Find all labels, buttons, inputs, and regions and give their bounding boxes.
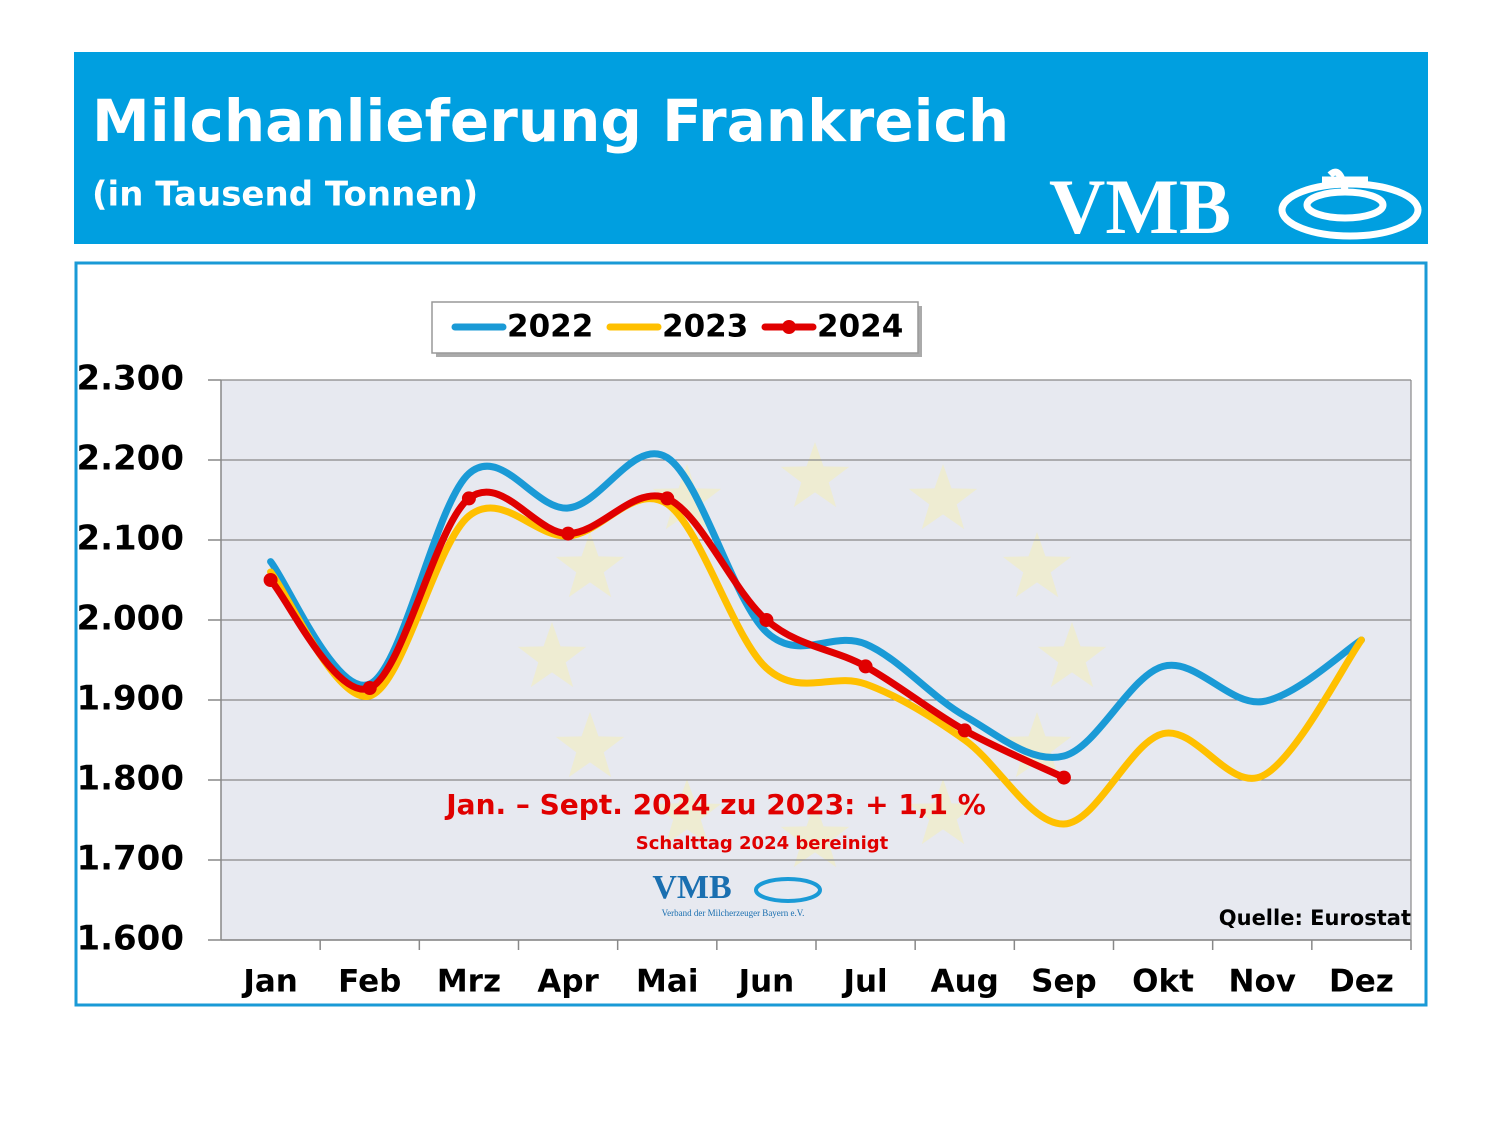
small-logo-subtext: Verband der Milcherzeuger Bayern e.V. bbox=[662, 908, 805, 918]
stars bbox=[517, 442, 1107, 868]
x-tick-label: Mrz bbox=[437, 964, 501, 1000]
marker bbox=[858, 659, 873, 674]
legend-label: 2024 bbox=[817, 309, 903, 345]
y-tick-label: 2.000 bbox=[76, 599, 184, 639]
legend-label: 2023 bbox=[662, 309, 748, 345]
legend-marker bbox=[782, 320, 796, 334]
marker bbox=[263, 573, 278, 587]
y-tick-label: 2.100 bbox=[76, 519, 184, 559]
y-tick-label: 1.900 bbox=[76, 679, 184, 719]
series-line bbox=[267, 488, 1068, 782]
star bbox=[908, 464, 978, 530]
y-tick-label: 1.800 bbox=[76, 759, 184, 799]
marker bbox=[362, 681, 377, 695]
x-tick-label: Dez bbox=[1329, 964, 1394, 1000]
y-tick-label: 1.600 bbox=[76, 919, 184, 959]
star bbox=[780, 442, 850, 508]
annotation-note: Schalttag 2024 bereinigt bbox=[636, 833, 889, 854]
small-logo-swirl bbox=[754, 877, 822, 903]
small-logo-text: VMB bbox=[652, 869, 731, 906]
source: Quelle: Eurostat bbox=[1219, 906, 1411, 930]
y-tick-label: 2.300 bbox=[76, 359, 184, 399]
x-tick-label: Okt bbox=[1132, 964, 1194, 1000]
annotation: Jan. – Sept. 2024 zu 2023: + 1,1 % bbox=[444, 788, 986, 821]
star bbox=[652, 779, 722, 845]
y-tick-label: 2.200 bbox=[76, 439, 184, 479]
x-tick-label: Jul bbox=[841, 964, 887, 1000]
logo-text: VMB bbox=[1049, 163, 1231, 250]
star bbox=[780, 802, 850, 868]
logo-swirl bbox=[1278, 168, 1422, 240]
x-tick-label: Apr bbox=[537, 964, 599, 1000]
star bbox=[1002, 532, 1072, 598]
marker bbox=[461, 491, 476, 506]
marker bbox=[561, 526, 576, 541]
star bbox=[1002, 712, 1072, 778]
star bbox=[555, 532, 625, 598]
x-tick-label: Mai bbox=[636, 964, 698, 1000]
x-tick-label: Jun bbox=[737, 964, 795, 1000]
marker bbox=[1056, 770, 1071, 785]
chart-subtitle: (in Tausend Tonnen) bbox=[92, 175, 478, 215]
y-tick-label: 1.700 bbox=[76, 839, 184, 879]
header bbox=[74, 52, 1428, 244]
series-line bbox=[267, 495, 1365, 828]
star bbox=[555, 712, 625, 778]
x-tick-label: Nov bbox=[1229, 964, 1296, 1000]
series-line bbox=[267, 450, 1365, 761]
x-tick-label: Jan bbox=[241, 964, 298, 1000]
legend-label: 2022 bbox=[507, 309, 593, 345]
star bbox=[908, 779, 978, 845]
marker bbox=[957, 723, 972, 738]
x-tick-label: Feb bbox=[338, 964, 401, 1000]
star bbox=[1037, 622, 1107, 688]
chart-title: Milchanlieferung Frankreich bbox=[92, 87, 1009, 155]
legend-box bbox=[431, 301, 919, 354]
marker bbox=[660, 491, 675, 506]
x-tick-label: Sep bbox=[1031, 964, 1097, 1000]
star bbox=[652, 464, 722, 530]
x-tick-label: Aug bbox=[931, 964, 999, 1000]
marker bbox=[759, 613, 774, 627]
star bbox=[517, 622, 587, 688]
